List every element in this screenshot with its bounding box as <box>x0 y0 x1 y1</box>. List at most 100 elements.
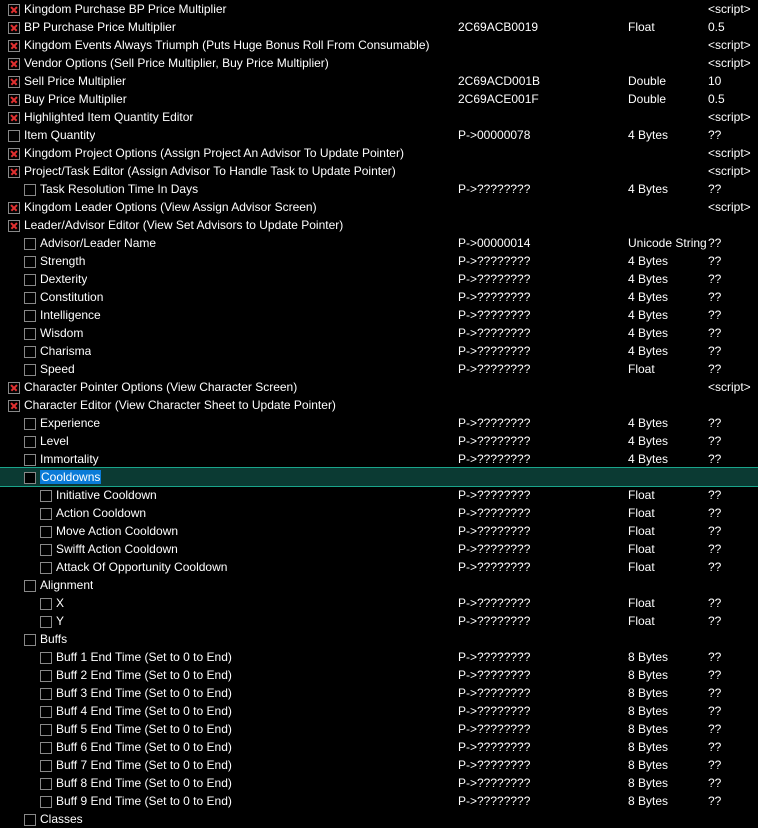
activate-checkbox[interactable] <box>24 814 36 826</box>
entry-description[interactable]: X <box>52 594 64 612</box>
entry-address[interactable]: P->???????? <box>458 360 628 378</box>
entry-description[interactable]: Speed <box>36 360 75 378</box>
entry-address[interactable]: P->???????? <box>458 432 628 450</box>
entry-description[interactable]: Action Cooldown <box>52 504 146 522</box>
table-row[interactable]: Alignment <box>0 576 758 594</box>
activate-checkbox[interactable] <box>24 436 36 448</box>
table-row[interactable]: Buff 3 End Time (Set to 0 to End) P->????… <box>0 684 758 702</box>
entry-value[interactable]: ?? <box>708 756 758 774</box>
entry-value[interactable]: ?? <box>708 306 758 324</box>
entry-value[interactable]: <script> <box>708 0 758 18</box>
table-row[interactable]: BP Purchase Price Multiplier2C69ACB0019F… <box>0 18 758 36</box>
table-row[interactable]: Character Pointer Options (View Characte… <box>0 378 758 396</box>
table-row[interactable]: Initiative CooldownP->????????Float?? <box>0 486 758 504</box>
entry-value[interactable]: ?? <box>708 702 758 720</box>
entry-description[interactable]: Highlighted Item Quantity Editor <box>20 108 193 126</box>
table-row[interactable]: Buff 5 End Time (Set to 0 to End)P->????… <box>0 720 758 738</box>
entry-description[interactable]: Sell Price Multiplier <box>20 72 126 90</box>
entry-address[interactable]: P->???????? <box>458 612 628 630</box>
table-row[interactable]: ExperienceP->????????4 Bytes?? <box>0 414 758 432</box>
entry-value[interactable]: ?? <box>708 126 758 144</box>
entry-type[interactable]: Float <box>628 522 708 540</box>
table-row[interactable]: Kingdom Leader Options (View Assign Advi… <box>0 198 758 216</box>
entry-description[interactable]: Classes <box>36 810 83 828</box>
activate-checkbox[interactable] <box>8 400 20 412</box>
activate-checkbox[interactable] <box>40 598 52 610</box>
entry-address[interactable]: P->???????? <box>458 558 628 576</box>
table-row[interactable]: StrengthP->????????4 Bytes?? <box>0 252 758 270</box>
entry-address[interactable]: 2C69ACE001F <box>458 90 628 108</box>
entry-address[interactable]: P->???????? <box>458 324 628 342</box>
entry-type[interactable]: Float <box>628 18 708 36</box>
entry-description[interactable]: Strength <box>36 252 85 270</box>
entry-description[interactable]: Buff 3 End Time (Set to 0 to End) <box>52 684 232 702</box>
activate-checkbox[interactable] <box>40 760 52 772</box>
entry-type[interactable]: Unicode String <box>628 234 708 252</box>
entry-address[interactable]: P->???????? <box>458 666 628 684</box>
entry-description[interactable]: Buff 7 End Time (Set to 0 to End) <box>52 756 232 774</box>
entry-value[interactable]: 10 <box>708 72 758 90</box>
entry-value[interactable]: ?? <box>708 414 758 432</box>
entry-value[interactable]: ?? <box>708 684 758 702</box>
table-row[interactable]: Buff 7 End Time (Set to 0 to End) P->????… <box>0 756 758 774</box>
entry-value[interactable]: ?? <box>708 558 758 576</box>
entry-type[interactable]: Double <box>628 90 708 108</box>
activate-checkbox[interactable] <box>8 166 20 178</box>
entry-value[interactable]: ?? <box>708 504 758 522</box>
entry-description[interactable]: Move Action Cooldown <box>52 522 178 540</box>
activate-checkbox[interactable] <box>24 238 36 250</box>
activate-checkbox[interactable] <box>40 688 52 700</box>
entry-value[interactable]: ?? <box>708 774 758 792</box>
activate-checkbox[interactable] <box>40 490 52 502</box>
entry-address[interactable]: P->???????? <box>458 720 628 738</box>
entry-description[interactable]: Charisma <box>36 342 91 360</box>
entry-description[interactable]: Intelligence <box>36 306 101 324</box>
entry-type[interactable]: 8 Bytes <box>628 702 708 720</box>
activate-checkbox[interactable] <box>8 130 20 142</box>
entry-value[interactable]: ?? <box>708 522 758 540</box>
entry-address[interactable]: P->???????? <box>458 306 628 324</box>
entry-address[interactable]: P->???????? <box>458 738 628 756</box>
entry-address[interactable]: P->???????? <box>458 450 628 468</box>
table-row[interactable]: Leader/Advisor Editor (View Set Advisors… <box>0 216 758 234</box>
table-row[interactable]: YP->????????Float?? <box>0 612 758 630</box>
activate-checkbox[interactable] <box>8 94 20 106</box>
entry-address[interactable]: P->???????? <box>458 756 628 774</box>
entry-address[interactable]: P->???????? <box>458 702 628 720</box>
cheat-table[interactable]: Kingdom Purchase BP Price Multiplier <scr… <box>0 0 758 828</box>
table-row[interactable]: Intelligence P->????????4 Bytes?? <box>0 306 758 324</box>
activate-checkbox[interactable] <box>24 634 36 646</box>
table-row[interactable]: Buff 8 End Time (Set to 0 to End)P->????… <box>0 774 758 792</box>
activate-checkbox[interactable] <box>40 670 52 682</box>
table-row[interactable]: Attack Of Opportunity CooldownP->???????… <box>0 558 758 576</box>
entry-value[interactable]: <script> <box>708 108 758 126</box>
entry-type[interactable]: 4 Bytes <box>628 270 708 288</box>
table-row[interactable]: Buffs <box>0 630 758 648</box>
entry-value[interactable]: ?? <box>708 180 758 198</box>
entry-value[interactable]: ?? <box>708 324 758 342</box>
entry-description[interactable]: Kingdom Purchase BP Price Multiplier <box>20 0 227 18</box>
entry-address[interactable]: P->???????? <box>458 342 628 360</box>
activate-checkbox[interactable] <box>40 526 52 538</box>
entry-description[interactable]: Buff 1 End Time (Set to 0 to End) <box>52 648 232 666</box>
entry-description[interactable]: Cooldowns <box>36 468 101 486</box>
entry-description[interactable]: Buff 4 End Time (Set to 0 to End) <box>52 702 232 720</box>
entry-type[interactable]: 8 Bytes <box>628 720 708 738</box>
entry-address[interactable]: P->???????? <box>458 792 628 810</box>
table-row[interactable]: Vendor Options (Sell Price Multiplier, B… <box>0 54 758 72</box>
entry-type[interactable]: 4 Bytes <box>628 414 708 432</box>
table-row[interactable]: Sell Price Multiplier2C69ACD001BDouble10 <box>0 72 758 90</box>
entry-description[interactable]: Y <box>52 612 64 630</box>
table-row[interactable]: Kingdom Project Options (Assign Project … <box>0 144 758 162</box>
entry-type[interactable]: 4 Bytes <box>628 306 708 324</box>
activate-checkbox[interactable] <box>40 544 52 556</box>
entry-value[interactable]: ?? <box>708 288 758 306</box>
entry-value[interactable]: ?? <box>708 234 758 252</box>
table-row[interactable]: Move Action CooldownP->????????Float?? <box>0 522 758 540</box>
entry-address[interactable]: P->???????? <box>458 684 628 702</box>
entry-description[interactable]: Kingdom Events Always Triumph (Puts Huge… <box>20 36 430 54</box>
table-row[interactable]: XP->????????Float?? <box>0 594 758 612</box>
entry-value[interactable]: <script> <box>708 54 758 72</box>
activate-checkbox[interactable] <box>8 40 20 52</box>
entry-value[interactable]: <script> <box>708 144 758 162</box>
